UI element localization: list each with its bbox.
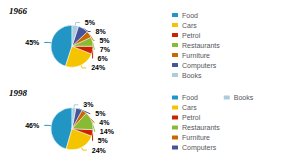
svg-text:24%: 24% xyxy=(92,147,107,154)
svg-text:Furniture: Furniture xyxy=(182,134,210,141)
svg-text:Computers: Computers xyxy=(182,144,217,152)
svg-text:Furniture: Furniture xyxy=(182,52,210,59)
svg-text:1966: 1966 xyxy=(9,6,28,16)
svg-text:Books: Books xyxy=(182,72,202,79)
svg-text:5%: 5% xyxy=(95,110,106,117)
svg-text:45%: 45% xyxy=(25,39,40,46)
svg-text:Petrol: Petrol xyxy=(182,114,201,121)
svg-text:5%: 5% xyxy=(99,37,110,44)
svg-text:4%: 4% xyxy=(99,119,110,126)
svg-text:Restaurants: Restaurants xyxy=(182,42,220,49)
svg-text:Cars: Cars xyxy=(182,104,197,111)
svg-text:3%: 3% xyxy=(83,101,94,108)
svg-text:7%: 7% xyxy=(100,46,111,53)
svg-text:46%: 46% xyxy=(25,122,40,129)
svg-text:24%: 24% xyxy=(91,64,106,71)
svg-text:Petrol: Petrol xyxy=(182,32,201,39)
svg-text:1998: 1998 xyxy=(9,88,28,98)
svg-text:8%: 8% xyxy=(96,28,107,35)
svg-text:5%: 5% xyxy=(98,137,109,144)
svg-text:Restaurants: Restaurants xyxy=(182,124,220,131)
svg-text:Cars: Cars xyxy=(182,22,197,29)
svg-text:Food: Food xyxy=(182,94,198,101)
svg-text:Computers: Computers xyxy=(182,62,217,70)
svg-text:5%: 5% xyxy=(85,19,96,26)
svg-text:Books: Books xyxy=(234,94,254,101)
svg-text:6%: 6% xyxy=(98,55,109,62)
svg-text:Food: Food xyxy=(182,12,198,19)
svg-text:14%: 14% xyxy=(100,128,115,135)
